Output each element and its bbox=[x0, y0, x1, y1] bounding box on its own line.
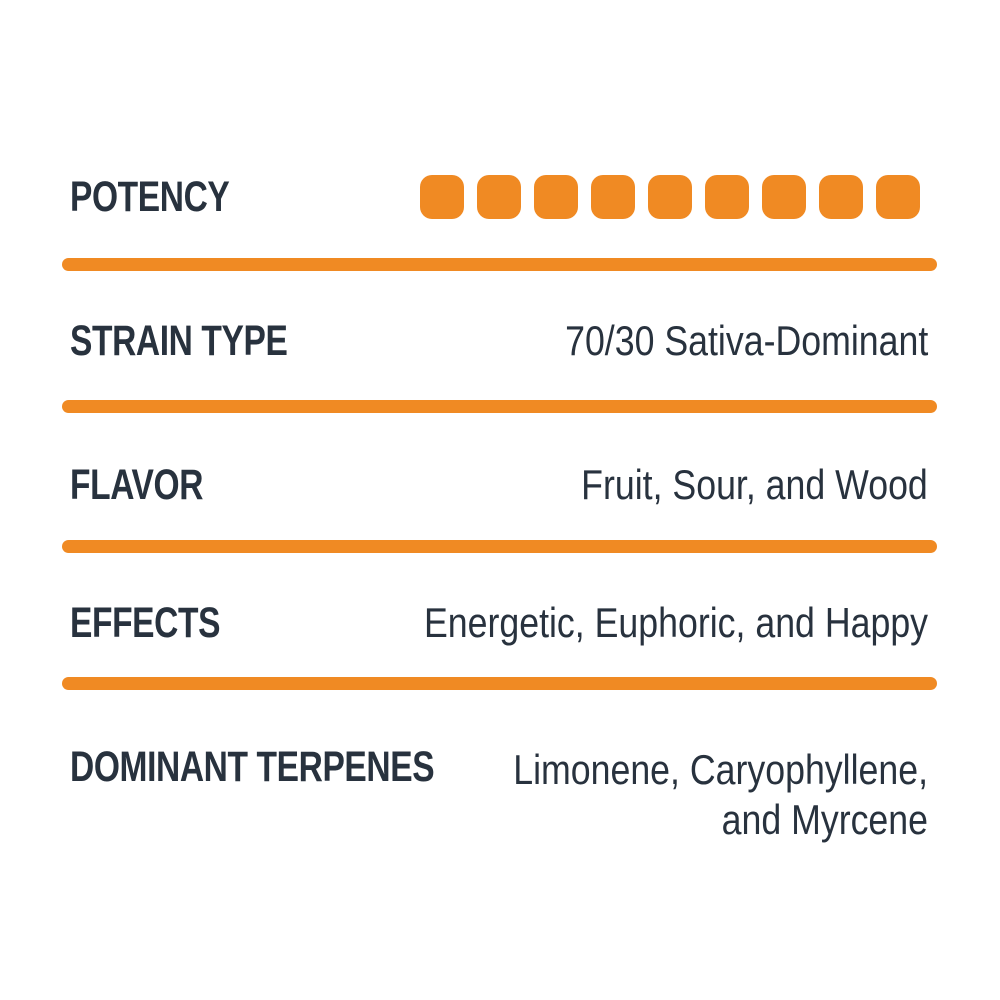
dominant-terpenes-label: DOMINANT TERPENES bbox=[70, 743, 435, 791]
potency-row: POTENCY bbox=[62, 175, 937, 219]
potency-square bbox=[762, 175, 806, 219]
divider bbox=[62, 258, 937, 271]
effects-value: Energetic, Euphoric, and Happy bbox=[423, 599, 928, 646]
potency-square bbox=[876, 175, 920, 219]
effects-row: EFFECTS Energetic, Euphoric, and Happy bbox=[62, 599, 937, 647]
potency-square bbox=[819, 175, 863, 219]
flavor-value: Fruit, Sour, and Wood bbox=[581, 461, 928, 508]
potency-meter bbox=[420, 175, 920, 219]
divider bbox=[62, 400, 937, 413]
divider bbox=[62, 540, 937, 553]
potency-square bbox=[477, 175, 521, 219]
potency-square bbox=[648, 175, 692, 219]
potency-square bbox=[420, 175, 464, 219]
divider bbox=[62, 677, 937, 690]
potency-square bbox=[705, 175, 749, 219]
potency-label: POTENCY bbox=[70, 173, 230, 221]
strain-type-label: STRAIN TYPE bbox=[70, 317, 288, 365]
strain-type-value: 70/30 Sativa-Dominant bbox=[564, 317, 928, 364]
strain-type-row: STRAIN TYPE 70/30 Sativa-Dominant bbox=[62, 317, 937, 365]
flavor-label: FLAVOR bbox=[70, 461, 204, 509]
flavor-row: FLAVOR Fruit, Sour, and Wood bbox=[62, 461, 937, 509]
effects-label: EFFECTS bbox=[70, 599, 221, 647]
potency-square bbox=[591, 175, 635, 219]
potency-square bbox=[534, 175, 578, 219]
dominant-terpenes-value: Limonene, Caryophyllene, and Myrcene bbox=[513, 746, 928, 843]
dominant-terpenes-row: DOMINANT TERPENES Limonene, Caryophyllen… bbox=[62, 745, 937, 845]
